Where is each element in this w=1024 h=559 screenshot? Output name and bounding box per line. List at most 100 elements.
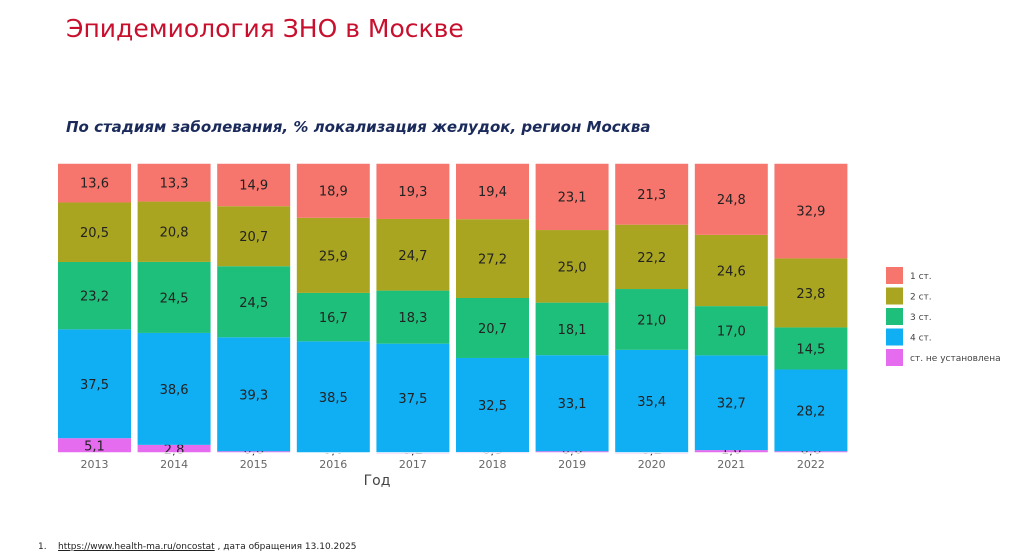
data-label: 19,4 — [478, 185, 507, 200]
data-label: 21,0 — [637, 313, 666, 328]
bar-segment — [217, 206, 291, 267]
bar-segment — [296, 163, 370, 218]
data-label: 32,5 — [478, 399, 507, 414]
data-label: 19,3 — [398, 185, 427, 200]
bar-segment — [774, 258, 848, 328]
data-label: 35,4 — [637, 395, 666, 410]
legend-label: ст. не установлена — [910, 354, 1001, 364]
x-tick-label: 2014 — [160, 458, 188, 471]
bar-segment — [217, 163, 291, 207]
bar-segment — [137, 201, 211, 262]
data-label: 14,9 — [239, 179, 268, 194]
data-label: 37,5 — [398, 392, 427, 407]
bar-segment — [58, 163, 131, 203]
bar-segment — [456, 163, 529, 220]
data-label: 24,7 — [398, 249, 427, 264]
x-tick-label: 2021 — [717, 458, 745, 471]
data-label: 37,5 — [80, 378, 109, 393]
bar-segment — [58, 261, 131, 330]
data-label: 23,2 — [80, 290, 109, 305]
bar-segment — [137, 261, 211, 333]
bar-segment — [376, 163, 450, 219]
bar-segment — [694, 355, 768, 451]
bar-segment — [376, 218, 450, 291]
bar-segment — [615, 224, 689, 290]
x-axis-label: Год — [364, 473, 391, 489]
footnote-number: 1. — [38, 542, 47, 552]
source-link[interactable]: https://www.health-ma.ru/oncostat — [58, 542, 215, 552]
x-tick-label: 2016 — [319, 458, 347, 471]
bar-segment — [137, 163, 211, 202]
data-label: 5,1 — [84, 440, 105, 455]
bar-segment — [137, 444, 211, 453]
data-label: 16,7 — [319, 311, 348, 326]
data-label: 18,3 — [398, 311, 427, 326]
bar-segment — [58, 438, 131, 453]
x-tick-label: 2022 — [797, 458, 825, 471]
bar-segment — [615, 349, 689, 453]
bar-outline — [533, 162, 611, 454]
bar-outline — [295, 162, 372, 454]
x-tick-label: 2018 — [479, 458, 507, 471]
data-label: 14,5 — [796, 342, 825, 357]
bar-outline — [454, 162, 531, 454]
bar-segment — [296, 292, 370, 342]
x-tick-label: 2015 — [240, 458, 268, 471]
bar-segment — [694, 234, 768, 307]
stacked-bar-chart: 5,1 37,5 23,2 20,5 13,6 2013 2,8 38,6 24,5 20,8 13… — [56, 162, 1001, 489]
bar-segment — [376, 290, 450, 344]
data-label: 13,3 — [160, 176, 189, 191]
legend-label: 3 ст. — [910, 313, 932, 323]
data-label: 18,1 — [558, 323, 587, 338]
data-label: 32,7 — [717, 397, 746, 412]
x-tick-label: 2013 — [81, 458, 109, 471]
data-label: 24,6 — [717, 264, 746, 279]
bar-segment — [774, 451, 848, 453]
data-label: 27,2 — [478, 253, 507, 268]
x-tick-label: 2020 — [638, 458, 666, 471]
bar-segment — [615, 289, 689, 350]
page-title: Эпидемиология ЗНО в Москве — [66, 14, 464, 43]
data-label: 22,2 — [637, 251, 666, 266]
legend-swatch — [886, 267, 903, 284]
bar-segment — [535, 302, 609, 356]
bar-outline — [56, 162, 133, 454]
bar-segment — [376, 343, 450, 453]
bar-outline — [613, 162, 690, 454]
bar-segment — [774, 163, 848, 259]
bar-segment — [694, 450, 768, 453]
legend-swatch — [886, 349, 903, 366]
data-label: 38,5 — [319, 391, 348, 406]
bar-segment — [535, 355, 609, 452]
data-label: 38,6 — [160, 383, 189, 398]
chart-title: По стадиям заболевания, % локализация же… — [66, 118, 651, 136]
bar-segment — [456, 219, 529, 299]
data-label: 24,8 — [717, 193, 746, 208]
x-tick-label: 2019 — [558, 458, 586, 471]
bar-segment — [774, 327, 848, 370]
data-label: 24,5 — [239, 296, 268, 311]
bar-segment — [217, 337, 291, 452]
data-label: 20,7 — [478, 322, 507, 337]
data-label: 25,0 — [558, 260, 587, 275]
bar-outline — [215, 162, 292, 454]
legend-label: 2 ст. — [910, 293, 932, 303]
data-label: 39,3 — [239, 388, 268, 403]
bar-segment — [456, 298, 529, 358]
legend-swatch — [886, 328, 903, 346]
bar-outline — [772, 162, 850, 454]
data-label: 20,7 — [239, 230, 268, 245]
bar-segment — [535, 451, 609, 453]
data-label: 13,6 — [80, 177, 109, 192]
data-label: 28,2 — [796, 404, 825, 419]
bar-segment — [535, 163, 609, 231]
bar-segment — [296, 341, 370, 453]
data-label: 20,5 — [80, 226, 109, 241]
bar-outline — [693, 162, 770, 454]
bar-outline — [374, 162, 452, 454]
bar-segment — [217, 451, 291, 453]
x-tick-label: 2017 — [399, 458, 427, 471]
legend-label: 4 ст. — [910, 334, 932, 344]
data-label: 2,8 — [164, 443, 185, 458]
bar-outline — [135, 162, 213, 454]
